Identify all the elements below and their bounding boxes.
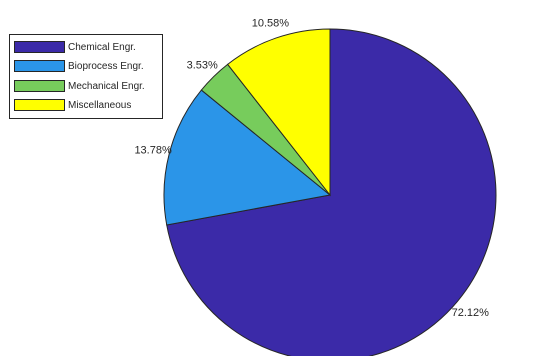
- legend-swatch-bioprocess-engr: [14, 60, 65, 72]
- legend-item-chemical-engr: Chemical Engr.: [14, 39, 136, 55]
- legend-item-miscellaneous: Miscellaneous: [14, 97, 131, 113]
- legend-label-bioprocess-engr: Bioprocess Engr.: [68, 60, 144, 72]
- pie-slice-bioprocess-engr: [163, 89, 332, 226]
- legend-label-mechanical-engr: Mechanical Engr.: [68, 80, 145, 92]
- pie-slice-labels: 72.12% 13.78% 3.53% 10.58%: [134, 17, 490, 319]
- pie-slice-chemical-engr: [166, 28, 497, 356]
- pie-label-miscellaneous: 10.58%: [252, 17, 290, 29]
- pie-label-mechanical-engr: 3.53%: [187, 60, 218, 72]
- pie-label-chemical-engr: 72.12%: [452, 307, 490, 319]
- legend-label-miscellaneous: Miscellaneous: [68, 99, 132, 111]
- pie-slice-miscellaneous: [226, 28, 331, 197]
- legend-item-mechanical-engr: Mechanical Engr.: [14, 78, 145, 94]
- legend-swatch-miscellaneous: [14, 99, 65, 111]
- legend-swatch-mechanical-engr: [14, 80, 65, 92]
- legend-label-chemical-engr: Chemical Engr.: [68, 41, 136, 53]
- pie-label-bioprocess-engr: 13.78%: [134, 145, 172, 157]
- legend: Chemical Engr. Bioprocess Engr. Mechanic…: [9, 34, 163, 119]
- legend-item-bioprocess-engr: Bioprocess Engr.: [14, 58, 144, 74]
- pie-slices: [163, 28, 497, 356]
- legend-swatch-chemical-engr: [14, 41, 65, 53]
